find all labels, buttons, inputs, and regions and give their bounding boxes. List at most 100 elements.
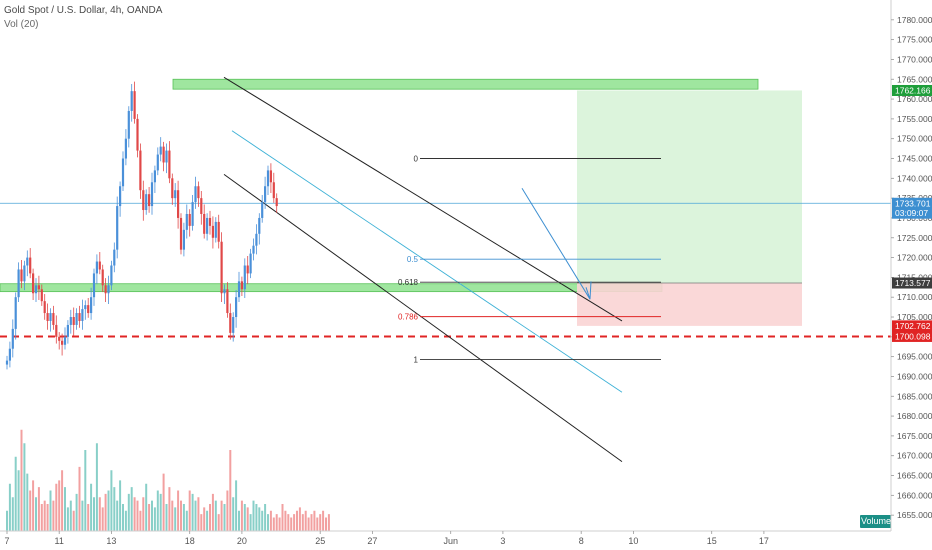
volume-bar bbox=[17, 470, 20, 531]
volume-bar bbox=[124, 510, 127, 531]
candle-body bbox=[246, 265, 249, 274]
volume-bar bbox=[168, 487, 171, 531]
chart-symbol-title: Gold Spot / U.S. Dollar, 4h, OANDA bbox=[4, 5, 163, 16]
fib-level-label: 0 bbox=[414, 155, 419, 164]
candle-body bbox=[252, 245, 255, 254]
candle-body bbox=[258, 217, 261, 234]
volume-bar bbox=[84, 450, 87, 531]
volume-bar bbox=[145, 483, 148, 531]
volume-bar bbox=[258, 507, 261, 531]
candle-body bbox=[34, 285, 38, 294]
time-tick-label: 8 bbox=[579, 536, 584, 546]
volume-bar bbox=[142, 497, 145, 531]
volume-bar bbox=[264, 504, 267, 531]
candle-body bbox=[148, 194, 151, 207]
volume-study-label[interactable]: Vol (20) bbox=[4, 19, 39, 30]
candle-body bbox=[266, 170, 270, 187]
time-tick-label: 15 bbox=[707, 536, 717, 546]
candle-body bbox=[156, 154, 159, 171]
volume-bar bbox=[255, 504, 258, 531]
price-label-badge bbox=[892, 277, 932, 289]
candle-body bbox=[188, 213, 191, 226]
volume-bar bbox=[6, 510, 8, 531]
volume-bar bbox=[37, 487, 40, 531]
price-label-text: 1762.166 bbox=[895, 85, 931, 95]
volume-bar bbox=[61, 470, 64, 531]
candle-body bbox=[61, 340, 64, 345]
volume-bar bbox=[209, 504, 211, 531]
volume-bar bbox=[325, 517, 327, 531]
candle-body bbox=[153, 170, 156, 183]
volume-bar bbox=[75, 493, 78, 531]
volume-bar bbox=[261, 510, 264, 531]
candle-body bbox=[206, 217, 209, 234]
volume-bar bbox=[66, 507, 69, 531]
volume-bar bbox=[319, 514, 322, 531]
time-tick-label: 27 bbox=[367, 536, 377, 546]
price-tick-label: 1680.000 bbox=[897, 411, 932, 421]
price-tick-label: 1745.000 bbox=[897, 154, 932, 164]
price-tick-label: 1675.000 bbox=[897, 431, 932, 441]
volume-bar bbox=[20, 429, 23, 531]
fib-level-label: 1 bbox=[414, 355, 419, 364]
candle-body bbox=[29, 257, 32, 274]
volume-bar bbox=[217, 514, 220, 531]
time-axis-bg bbox=[0, 531, 891, 550]
candle-body bbox=[182, 229, 185, 250]
candle-body bbox=[261, 202, 264, 218]
volume-bar bbox=[43, 500, 46, 531]
price-tick-label: 1660.000 bbox=[897, 490, 932, 500]
volume-bar bbox=[269, 510, 272, 531]
time-tick-label: 17 bbox=[759, 536, 769, 546]
volume-bar bbox=[113, 487, 116, 531]
time-axis[interactable]: 7 11 13 18 20 25 27 Jun 3 8 10 15 17 bbox=[0, 530, 891, 550]
candle-body bbox=[217, 221, 220, 242]
volume-bar bbox=[188, 490, 191, 531]
candle-body bbox=[249, 253, 252, 274]
candle-body bbox=[84, 305, 87, 310]
volume-bar bbox=[165, 504, 168, 531]
price-tick-label: 1755.000 bbox=[897, 114, 932, 124]
volume-bar bbox=[69, 500, 72, 531]
volume-bar bbox=[133, 497, 136, 531]
price-label-badge bbox=[892, 84, 932, 96]
candle-body bbox=[92, 273, 96, 298]
volume-bar bbox=[191, 493, 194, 531]
time-tick-label: 10 bbox=[628, 536, 638, 546]
volume-bar bbox=[298, 507, 301, 531]
candle-body bbox=[90, 297, 93, 314]
price-label-text: 1713.577 bbox=[895, 278, 931, 288]
volume-bar bbox=[23, 443, 26, 531]
price-axis[interactable]: 1655.000 1660.000 1665.000 1670.000 1675.000… bbox=[890, 0, 932, 550]
candle-body bbox=[165, 150, 168, 163]
volume-bar bbox=[87, 504, 90, 531]
volume-bar bbox=[110, 470, 113, 531]
candle-body bbox=[110, 265, 113, 286]
candle-body bbox=[69, 317, 72, 325]
volume-bar bbox=[275, 514, 278, 531]
candle-body bbox=[194, 186, 197, 203]
volume-bar bbox=[98, 497, 101, 531]
volume-bar bbox=[49, 490, 52, 531]
volume-bar bbox=[194, 500, 197, 531]
volume-bar bbox=[148, 504, 151, 531]
resistance-zone bbox=[172, 78, 759, 90]
volume-bar bbox=[296, 510, 298, 531]
volume-bar bbox=[284, 510, 287, 531]
volume-bar bbox=[310, 514, 313, 531]
volume-bar bbox=[240, 500, 243, 531]
volume-bar bbox=[46, 504, 49, 531]
volume-bar bbox=[29, 490, 32, 531]
price-label-text: 03:09:07 bbox=[895, 208, 928, 218]
candle-body bbox=[101, 269, 104, 286]
price-tick-label: 1710.000 bbox=[897, 292, 932, 302]
price-label-badge bbox=[892, 197, 932, 209]
volume-bar bbox=[177, 490, 180, 531]
volume-bar bbox=[235, 480, 238, 531]
candle-body bbox=[232, 317, 235, 333]
price-tick-label: 1725.000 bbox=[897, 233, 932, 243]
candle-body bbox=[11, 328, 14, 349]
volume-bar bbox=[252, 500, 255, 531]
volume-bar bbox=[197, 497, 200, 531]
